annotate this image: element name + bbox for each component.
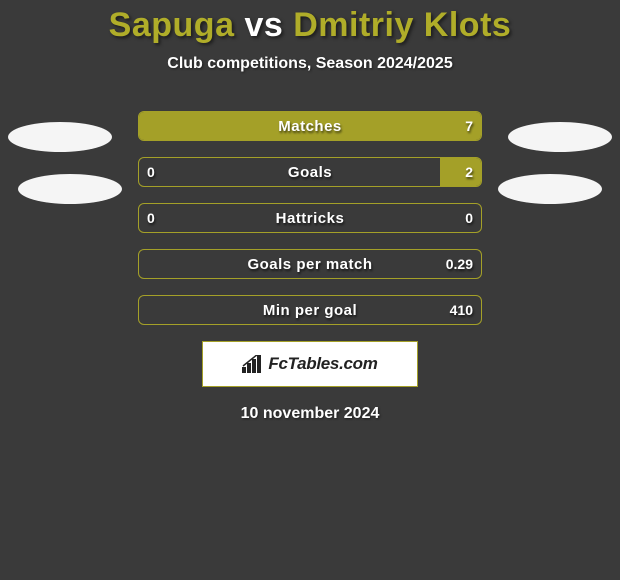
stat-label: Matches bbox=[139, 112, 481, 140]
stat-value-right: 0.29 bbox=[446, 250, 473, 278]
snapshot-date: 10 november 2024 bbox=[0, 405, 620, 423]
site-logo-text: FcTables.com bbox=[268, 354, 377, 374]
stat-rows: Matches7Goals02Hattricks00Goals per matc… bbox=[138, 111, 482, 325]
stat-row: Goals per match0.29 bbox=[138, 249, 482, 279]
stat-value-right: 0 bbox=[465, 204, 473, 232]
stat-row: Hattricks0 0 bbox=[138, 203, 482, 233]
stat-row: Goals0 2 bbox=[138, 157, 482, 187]
comparison-title: Sapuga vs Dmitriy Klots bbox=[0, 0, 620, 45]
stat-label: Min per goal bbox=[139, 296, 481, 324]
vs-word: vs bbox=[244, 6, 283, 44]
player2-name: Dmitriy Klots bbox=[293, 6, 511, 44]
site-logo-box[interactable]: FcTables.com bbox=[202, 341, 418, 387]
stat-row: Min per goal410 bbox=[138, 295, 482, 325]
stat-value-left: 0 bbox=[147, 158, 155, 186]
stat-label: Goals bbox=[139, 158, 481, 186]
avatar-placeholder bbox=[508, 122, 612, 152]
avatar-placeholder bbox=[498, 174, 602, 204]
stat-value-right: 7 bbox=[465, 112, 473, 140]
stat-value-right: 2 bbox=[465, 158, 473, 186]
stat-row: Matches7 bbox=[138, 111, 482, 141]
player1-name: Sapuga bbox=[109, 6, 235, 44]
subtitle: Club competitions, Season 2024/2025 bbox=[0, 55, 620, 73]
stat-value-right: 410 bbox=[450, 296, 473, 324]
stat-label: Goals per match bbox=[139, 250, 481, 278]
avatar-placeholder bbox=[18, 174, 122, 204]
stat-label: Hattricks bbox=[139, 204, 481, 232]
barchart-icon bbox=[242, 355, 264, 373]
avatar-placeholder bbox=[8, 122, 112, 152]
site-logo: FcTables.com bbox=[242, 354, 377, 374]
stat-value-left: 0 bbox=[147, 204, 155, 232]
